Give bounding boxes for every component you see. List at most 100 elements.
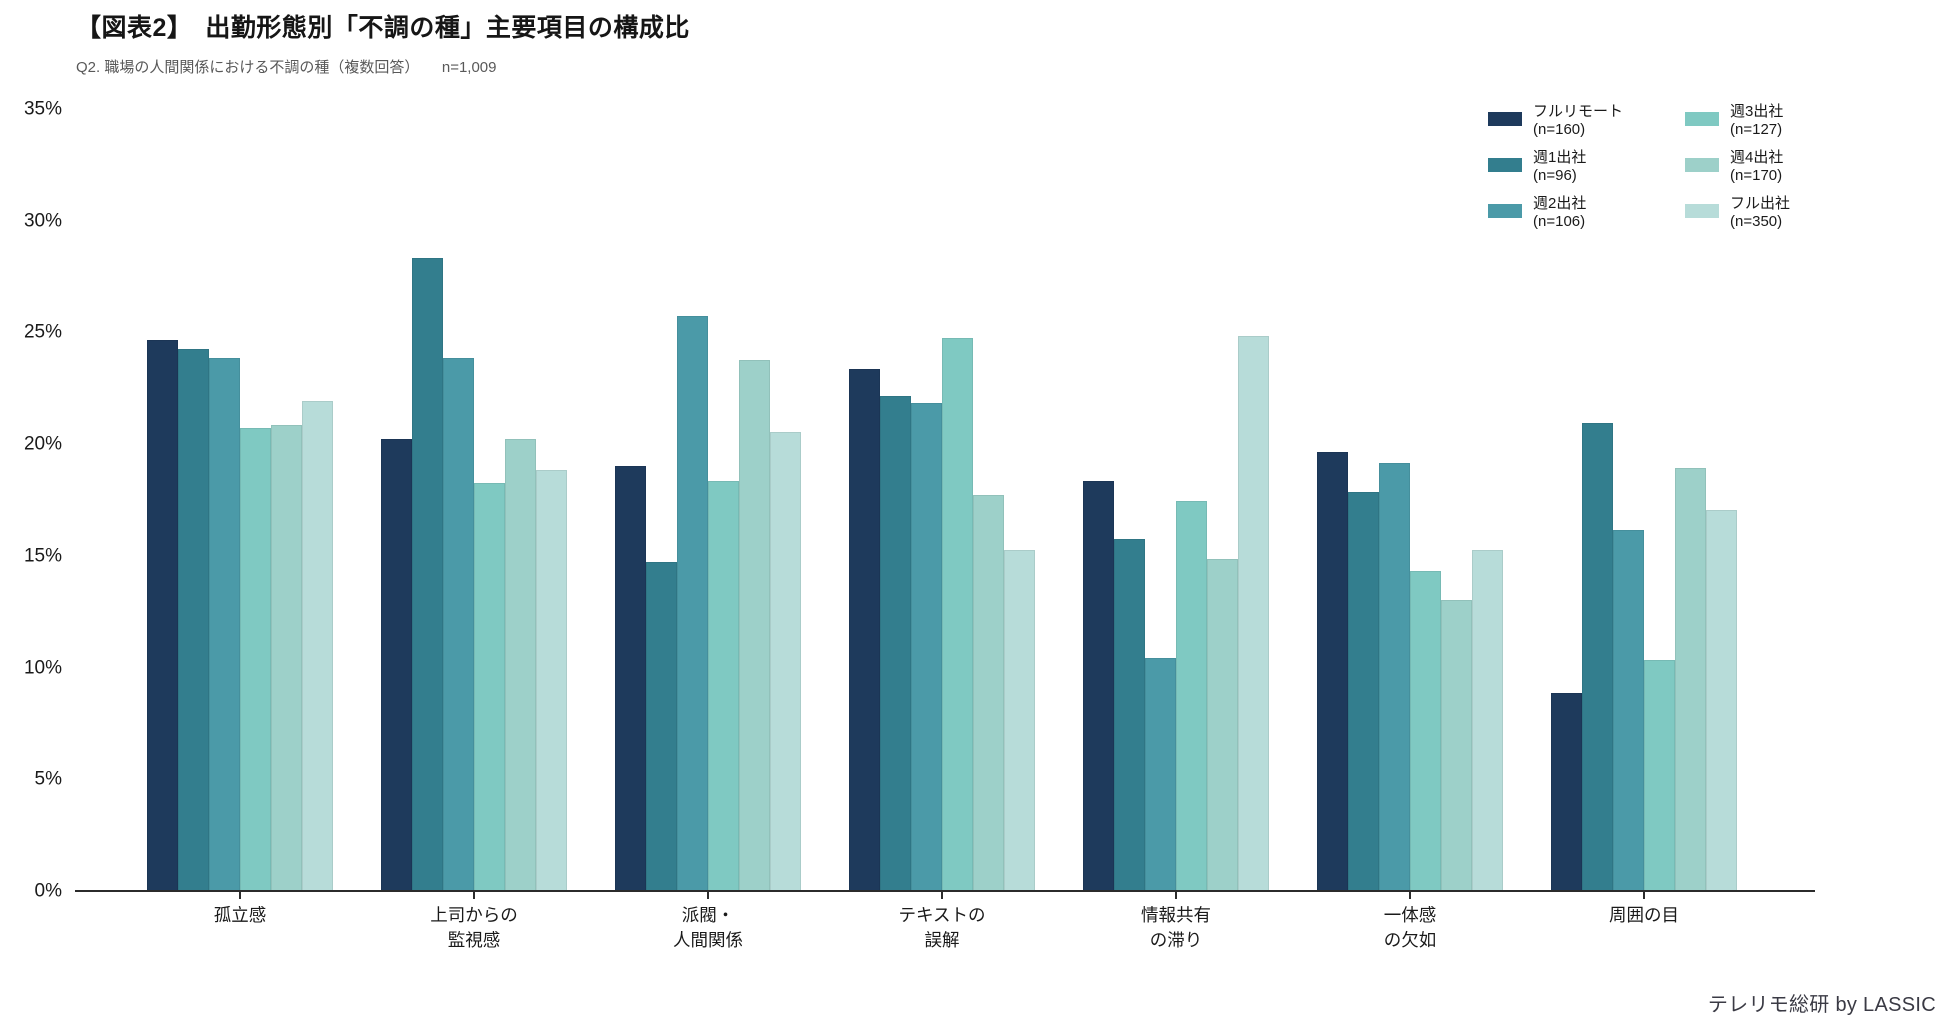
bar <box>1613 530 1644 890</box>
x-axis-tick <box>707 892 709 899</box>
legend-swatch <box>1488 112 1522 126</box>
bar <box>381 438 412 890</box>
legend-item: フル出社 (n=350) <box>1685 195 1790 231</box>
x-axis-tick <box>941 892 943 899</box>
chart-subtitle: Q2. 職場の人間関係における不調の種（複数回答） n=1,009 <box>76 59 497 76</box>
bar <box>1317 452 1348 890</box>
legend-series-name: 週1出社 <box>1533 149 1587 166</box>
bar <box>1706 510 1737 890</box>
bar <box>1207 559 1238 890</box>
category-label: 周囲の目 <box>1609 905 1679 925</box>
legend-series-name: 週3出社 <box>1730 103 1784 120</box>
bar <box>849 369 880 890</box>
bar <box>536 469 567 890</box>
category-label: 派閥・ 人間関係 <box>673 905 743 951</box>
bar <box>1004 550 1035 890</box>
bar-group <box>1551 108 1737 890</box>
legend-label: 週4出社 (n=170) <box>1730 149 1783 185</box>
bar <box>1145 657 1176 890</box>
bar <box>1238 335 1269 890</box>
bar <box>147 340 178 890</box>
bar-group <box>147 108 333 890</box>
bar <box>178 349 209 890</box>
bar <box>880 396 911 890</box>
bar <box>505 438 536 890</box>
legend-item: 週3出社 (n=127) <box>1685 103 1790 139</box>
y-axis-label: 30% <box>23 210 62 232</box>
bar <box>1582 423 1613 890</box>
bar-group <box>849 108 1035 890</box>
legend-item: フルリモート (n=160) <box>1488 103 1623 139</box>
legend-swatch <box>1685 112 1720 126</box>
legend-series-name: フル出社 <box>1730 195 1791 212</box>
plot-area <box>75 108 1815 892</box>
bar <box>1675 467 1706 890</box>
credit-text: テレリモ総研 by LASSIC <box>1707 994 1936 1016</box>
y-axis-label: 35% <box>23 98 62 120</box>
y-axis-label: 15% <box>23 545 62 567</box>
legend-item: 週1出社 (n=96) <box>1488 149 1623 185</box>
legend-swatch <box>1488 158 1522 172</box>
legend-label: フルリモート (n=160) <box>1533 103 1623 139</box>
legend-series-count: (n=160) <box>1533 121 1586 138</box>
x-axis-tick <box>1643 892 1645 899</box>
y-axis-label: 20% <box>23 433 62 455</box>
bar-group <box>1083 108 1269 890</box>
bar <box>209 358 240 890</box>
legend-series-count: (n=106) <box>1533 213 1586 230</box>
legend-swatch <box>1488 204 1522 218</box>
legend: フルリモート (n=160) 週1出社 (n=96) 週2出社 (n=106) 週3出社 (n… <box>1488 103 1790 231</box>
bar-group <box>1317 108 1503 890</box>
legend-label: 週1出社 (n=96) <box>1533 149 1586 185</box>
legend-label: 週3出社 (n=127) <box>1730 103 1783 139</box>
x-axis-tick <box>1409 892 1411 899</box>
legend-swatch <box>1685 158 1720 172</box>
bar <box>973 494 1004 890</box>
bar <box>1348 492 1379 890</box>
legend-label: 週2出社 (n=106) <box>1533 195 1586 231</box>
legend-item: 週4出社 (n=170) <box>1685 149 1790 185</box>
bar-group <box>381 108 567 890</box>
bar <box>443 358 474 890</box>
bar <box>1551 693 1582 890</box>
legend-series-name: 週4出社 <box>1730 149 1784 166</box>
legend-series-count: (n=127) <box>1730 121 1783 138</box>
y-axis-label: 10% <box>23 657 62 679</box>
bar <box>1114 539 1145 890</box>
bar <box>770 431 801 890</box>
bar <box>1410 570 1441 890</box>
x-axis-tick <box>239 892 241 899</box>
legend-series-count: (n=170) <box>1730 167 1783 184</box>
bar <box>1083 481 1114 890</box>
legend-series-name: フルリモート <box>1533 103 1624 120</box>
legend-series-count: (n=350) <box>1730 213 1783 230</box>
legend-swatch <box>1685 204 1720 218</box>
bar <box>739 360 770 890</box>
category-label: 情報共有 の滞り <box>1141 905 1211 951</box>
y-axis-label: 0% <box>34 880 62 902</box>
bar <box>677 315 708 890</box>
category-label: 上司からの 監視感 <box>430 905 518 951</box>
bar <box>240 427 271 890</box>
page-title: 【図表2】 出勤形態別「不調の種」主要項目の構成比 <box>76 14 690 42</box>
bar <box>1644 659 1675 890</box>
bar <box>942 338 973 890</box>
bar <box>615 465 646 890</box>
bar <box>1176 501 1207 890</box>
legend-label: フル出社 (n=350) <box>1730 195 1790 231</box>
bar <box>412 257 443 890</box>
y-axis-label: 25% <box>23 321 62 343</box>
x-axis-tick <box>473 892 475 899</box>
bar <box>1472 550 1503 890</box>
bar <box>1379 463 1410 890</box>
legend-series-name: 週2出社 <box>1533 195 1587 212</box>
y-axis-label: 5% <box>34 768 62 790</box>
category-label: テキストの 誤解 <box>898 905 986 951</box>
bar-group <box>615 108 801 890</box>
bar <box>474 483 505 890</box>
bar <box>271 425 302 890</box>
legend-item: 週2出社 (n=106) <box>1488 195 1623 231</box>
category-label: 孤立感 <box>213 905 267 925</box>
bar <box>1441 599 1472 890</box>
